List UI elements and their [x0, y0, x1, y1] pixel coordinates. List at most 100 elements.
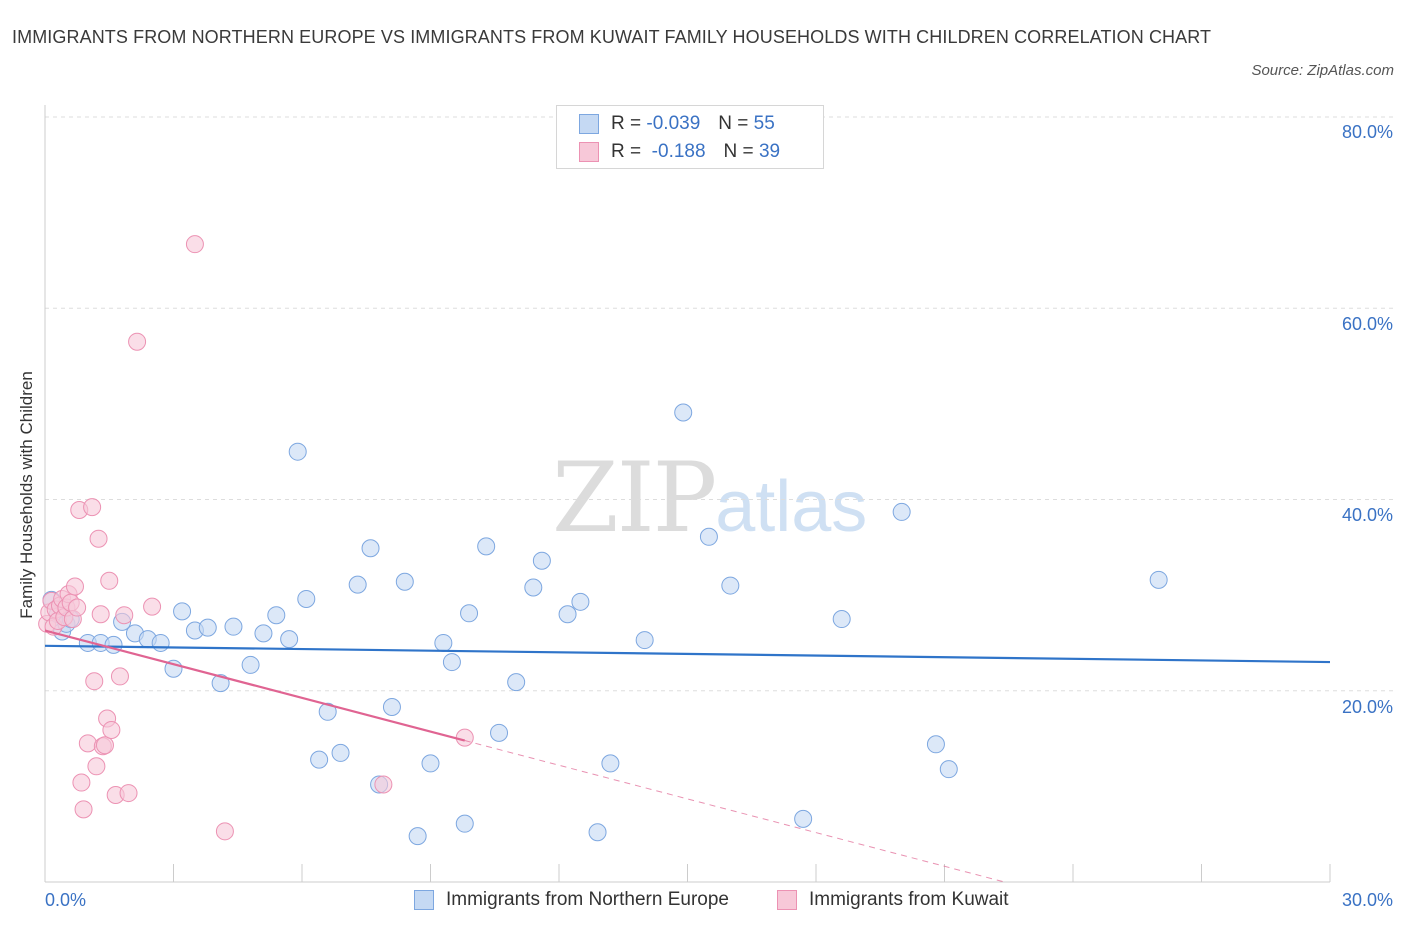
data-point: [224, 617, 243, 636]
data-point: [361, 539, 380, 558]
legend-label: Immigrants from Northern Europe: [446, 889, 729, 910]
data-point: [421, 754, 440, 773]
data-point: [78, 734, 97, 753]
data-point: [280, 630, 299, 649]
data-point: [85, 672, 104, 691]
data-point: [939, 760, 958, 779]
data-point: [198, 618, 217, 637]
data-point: [241, 655, 260, 674]
y-tick-label: 80.0%: [1341, 122, 1393, 142]
n-key: N =: [718, 113, 749, 134]
data-point: [374, 775, 393, 794]
r-value: -0.188: [651, 141, 706, 162]
data-point: [395, 572, 414, 591]
series-northern-europe: [42, 403, 1168, 846]
data-point: [721, 576, 740, 595]
data-point: [102, 720, 121, 739]
pink-swatch: [777, 890, 797, 910]
data-point: [185, 235, 204, 254]
data-point: [297, 589, 316, 608]
legend-label: Immigrants from Kuwait: [809, 889, 1009, 910]
data-point: [477, 537, 496, 556]
data-point: [100, 571, 119, 590]
data-point: [571, 592, 590, 611]
data-point: [794, 809, 813, 828]
r-key: R =: [611, 113, 642, 134]
r-value: -0.039: [646, 113, 701, 134]
watermark-zip: ZIP: [552, 442, 717, 554]
data-point: [524, 578, 543, 597]
x-tick-label-min: 0.0%: [45, 890, 87, 910]
trend-line-extension-pink: [464, 740, 1005, 883]
data-point: [674, 403, 693, 422]
stats-row-northern-europe: R = -0.039 N = 55: [579, 110, 775, 138]
legend-item-kuwait[interactable]: Immigrants from Kuwait: [777, 889, 1009, 911]
data-point: [143, 597, 162, 616]
trend-line-pink: [44, 629, 466, 742]
watermark-atlas: atlas: [715, 467, 868, 547]
data-point: [1149, 570, 1168, 589]
data-point: [95, 736, 114, 755]
source-label: Source: ZipAtlas.com: [1251, 62, 1394, 79]
n-value: 55: [753, 113, 775, 134]
chart-title: IMMIGRANTS FROM NORTHERN EUROPE VS IMMIG…: [12, 27, 1212, 47]
data-point: [267, 606, 286, 625]
pink-swatch: [579, 142, 599, 162]
data-point: [832, 610, 851, 629]
data-point: [408, 827, 427, 846]
data-point: [434, 633, 453, 652]
y-tick-label: 40.0%: [1341, 505, 1393, 525]
trend-line-blue: [44, 644, 1331, 664]
data-point: [348, 575, 367, 594]
data-point: [892, 502, 911, 521]
n-value: 39: [758, 141, 781, 162]
data-point: [173, 602, 192, 621]
data-point: [382, 698, 401, 717]
data-point: [455, 814, 474, 833]
r-key: R =: [611, 141, 642, 162]
stats-legend: R = -0.039 N = 55 R = -0.188 N = 39: [556, 105, 824, 169]
blue-swatch: [414, 890, 434, 910]
data-point: [151, 633, 170, 652]
trend-lines: [44, 629, 1331, 883]
data-point: [442, 653, 461, 672]
data-point: [128, 332, 147, 351]
data-point: [926, 735, 945, 754]
data-point: [72, 773, 91, 792]
data-point: [215, 822, 234, 841]
data-point: [490, 723, 509, 742]
data-point: [254, 624, 273, 643]
axes: [44, 105, 1331, 883]
data-point: [601, 754, 620, 773]
data-point: [211, 674, 230, 693]
data-point: [119, 784, 138, 803]
y-tick-label: 60.0%: [1341, 314, 1393, 334]
data-point: [455, 728, 474, 747]
x-tick-label-max: 30.0%: [1341, 890, 1393, 910]
data-point: [532, 551, 551, 570]
legend-item-northern-europe[interactable]: Immigrants from Northern Europe: [414, 889, 729, 911]
data-point: [74, 800, 93, 819]
series-legend: Immigrants from Northern Europe Immigran…: [0, 885, 1406, 919]
data-point: [110, 667, 129, 686]
stats-row-kuwait: R = -0.188 N = 39: [579, 138, 780, 166]
data-point: [699, 527, 718, 546]
data-point: [310, 750, 329, 769]
data-point: [288, 442, 307, 461]
y-tick-label: 20.0%: [1341, 697, 1393, 717]
blue-swatch: [579, 114, 599, 134]
data-point: [507, 673, 526, 692]
grid-lines: [45, 116, 1393, 692]
n-key: N =: [723, 141, 754, 162]
series-kuwait: [38, 235, 474, 841]
data-point: [558, 605, 577, 624]
data-point: [68, 598, 87, 617]
data-point: [89, 529, 108, 548]
data-point: [318, 702, 337, 721]
data-point: [87, 757, 106, 776]
data-point: [460, 604, 479, 623]
data-point: [65, 577, 84, 596]
data-point: [83, 498, 102, 517]
data-point: [588, 823, 607, 842]
